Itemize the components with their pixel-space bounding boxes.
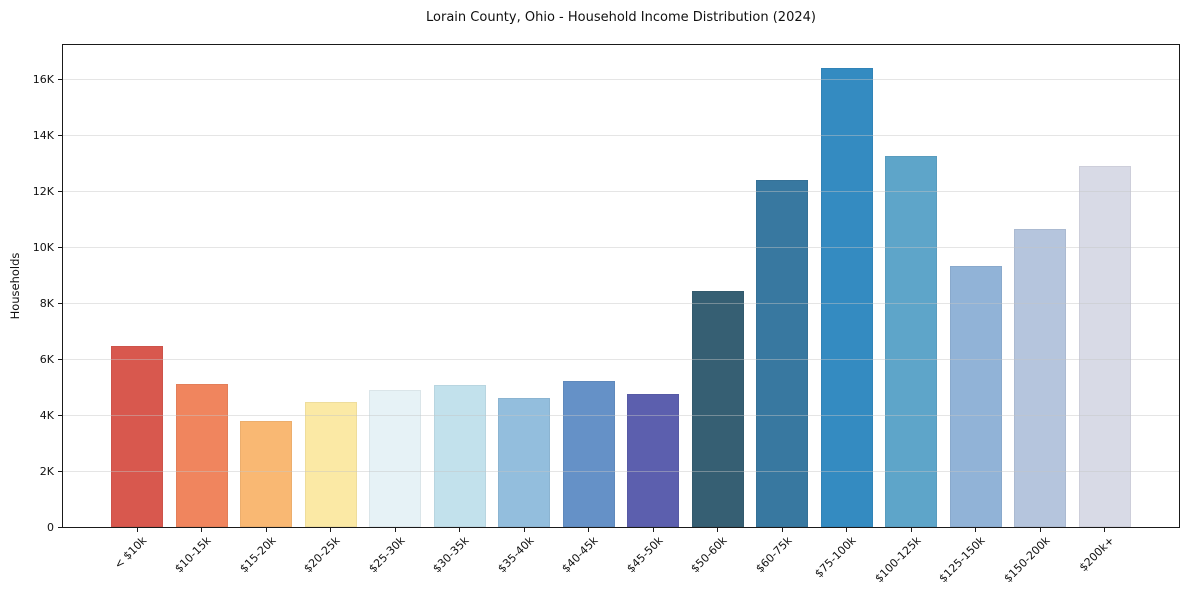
- y-tick-label: 2K: [39, 464, 54, 478]
- bar-$40-45k: [562, 380, 615, 527]
- bar-$50-60k: [691, 290, 744, 527]
- y-tick-mark: [58, 414, 62, 416]
- x-tick-mark: [1039, 528, 1041, 532]
- x-tick-label: $200k+: [1076, 534, 1117, 575]
- bar-$200k+: [1078, 166, 1131, 527]
- gridline-16K: [63, 79, 1179, 81]
- bar-$15-20k: [240, 420, 293, 527]
- bar-$150-200k: [1014, 228, 1067, 527]
- y-tick-label: 12K: [32, 184, 54, 198]
- x-tick-label: $10-15k: [172, 534, 214, 576]
- y-tick-mark: [58, 526, 62, 528]
- y-tick-mark: [58, 358, 62, 360]
- x-tick-label: $35-40k: [495, 534, 537, 576]
- x-tick-label: $45-50k: [624, 534, 666, 576]
- x-tick-mark: [910, 528, 912, 532]
- x-tick-mark: [459, 528, 461, 532]
- bar-$125-150k: [949, 266, 1002, 527]
- x-tick-label: $25-30k: [366, 534, 408, 576]
- gridline-10K: [63, 247, 1179, 249]
- y-tick-label: 6K: [39, 352, 54, 366]
- x-tick-label: $125-150k: [936, 534, 988, 586]
- x-tick-label: $50-60k: [688, 534, 730, 576]
- bar-$45-50k: [627, 393, 680, 527]
- x-tick-mark: [781, 528, 783, 532]
- x-tick-mark: [136, 528, 138, 532]
- y-tick-label: 10K: [32, 240, 54, 254]
- x-tick-mark: [265, 528, 267, 532]
- y-tick-mark: [58, 302, 62, 304]
- y-tick-mark: [58, 134, 62, 136]
- bar-$20-25k: [304, 401, 357, 527]
- bar-$30-35k: [433, 385, 486, 527]
- y-tick-mark: [58, 190, 62, 192]
- x-tick-label: $150-200k: [1001, 534, 1053, 586]
- bar-$10-15k: [175, 383, 228, 527]
- x-tick-mark: [330, 528, 332, 532]
- x-tick-mark: [588, 528, 590, 532]
- gridline-8K: [63, 303, 1179, 305]
- y-tick-label: 16K: [32, 72, 54, 86]
- y-tick-label: 0: [47, 520, 54, 534]
- bar-$100-125k: [885, 156, 938, 527]
- x-tick-mark: [652, 528, 654, 532]
- bar-$35-40k: [498, 398, 551, 527]
- gridline-6K: [63, 359, 1179, 361]
- x-tick-label: $60-75k: [753, 534, 795, 576]
- plot-area: [62, 44, 1180, 528]
- x-tick-mark: [846, 528, 848, 532]
- bar-$75-100k: [820, 68, 873, 527]
- y-tick-mark: [58, 78, 62, 80]
- x-tick-mark: [201, 528, 203, 532]
- x-tick-mark: [975, 528, 977, 532]
- x-tick-mark: [523, 528, 525, 532]
- bar-$60-75k: [756, 180, 809, 527]
- y-tick-label: 4K: [39, 408, 54, 422]
- x-tick-label: < $10k: [111, 534, 150, 572]
- y-tick-mark: [58, 246, 62, 248]
- x-tick-label: $75-100k: [812, 534, 859, 581]
- x-tick-label: $30-35k: [430, 534, 472, 576]
- x-tick-mark: [717, 528, 719, 532]
- bar-< $10k: [111, 346, 164, 527]
- gridline-14K: [63, 135, 1179, 137]
- y-tick-label: 8K: [39, 296, 54, 310]
- x-tick-label: $100-125k: [872, 534, 924, 586]
- x-tick-label: $40-45k: [559, 534, 601, 576]
- x-tick-label: $20-25k: [301, 534, 343, 576]
- x-tick-label: $15-20k: [237, 534, 279, 576]
- x-tick-mark: [394, 528, 396, 532]
- y-tick-mark: [58, 470, 62, 472]
- bar-$25-30k: [369, 389, 422, 527]
- x-tick-mark: [1104, 528, 1106, 532]
- gridline-4K: [63, 415, 1179, 417]
- y-tick-label: 14K: [32, 128, 54, 142]
- gridline-12K: [63, 191, 1179, 193]
- gridline-2K: [63, 471, 1179, 473]
- chart-title: Lorain County, Ohio - Household Income D…: [426, 10, 816, 25]
